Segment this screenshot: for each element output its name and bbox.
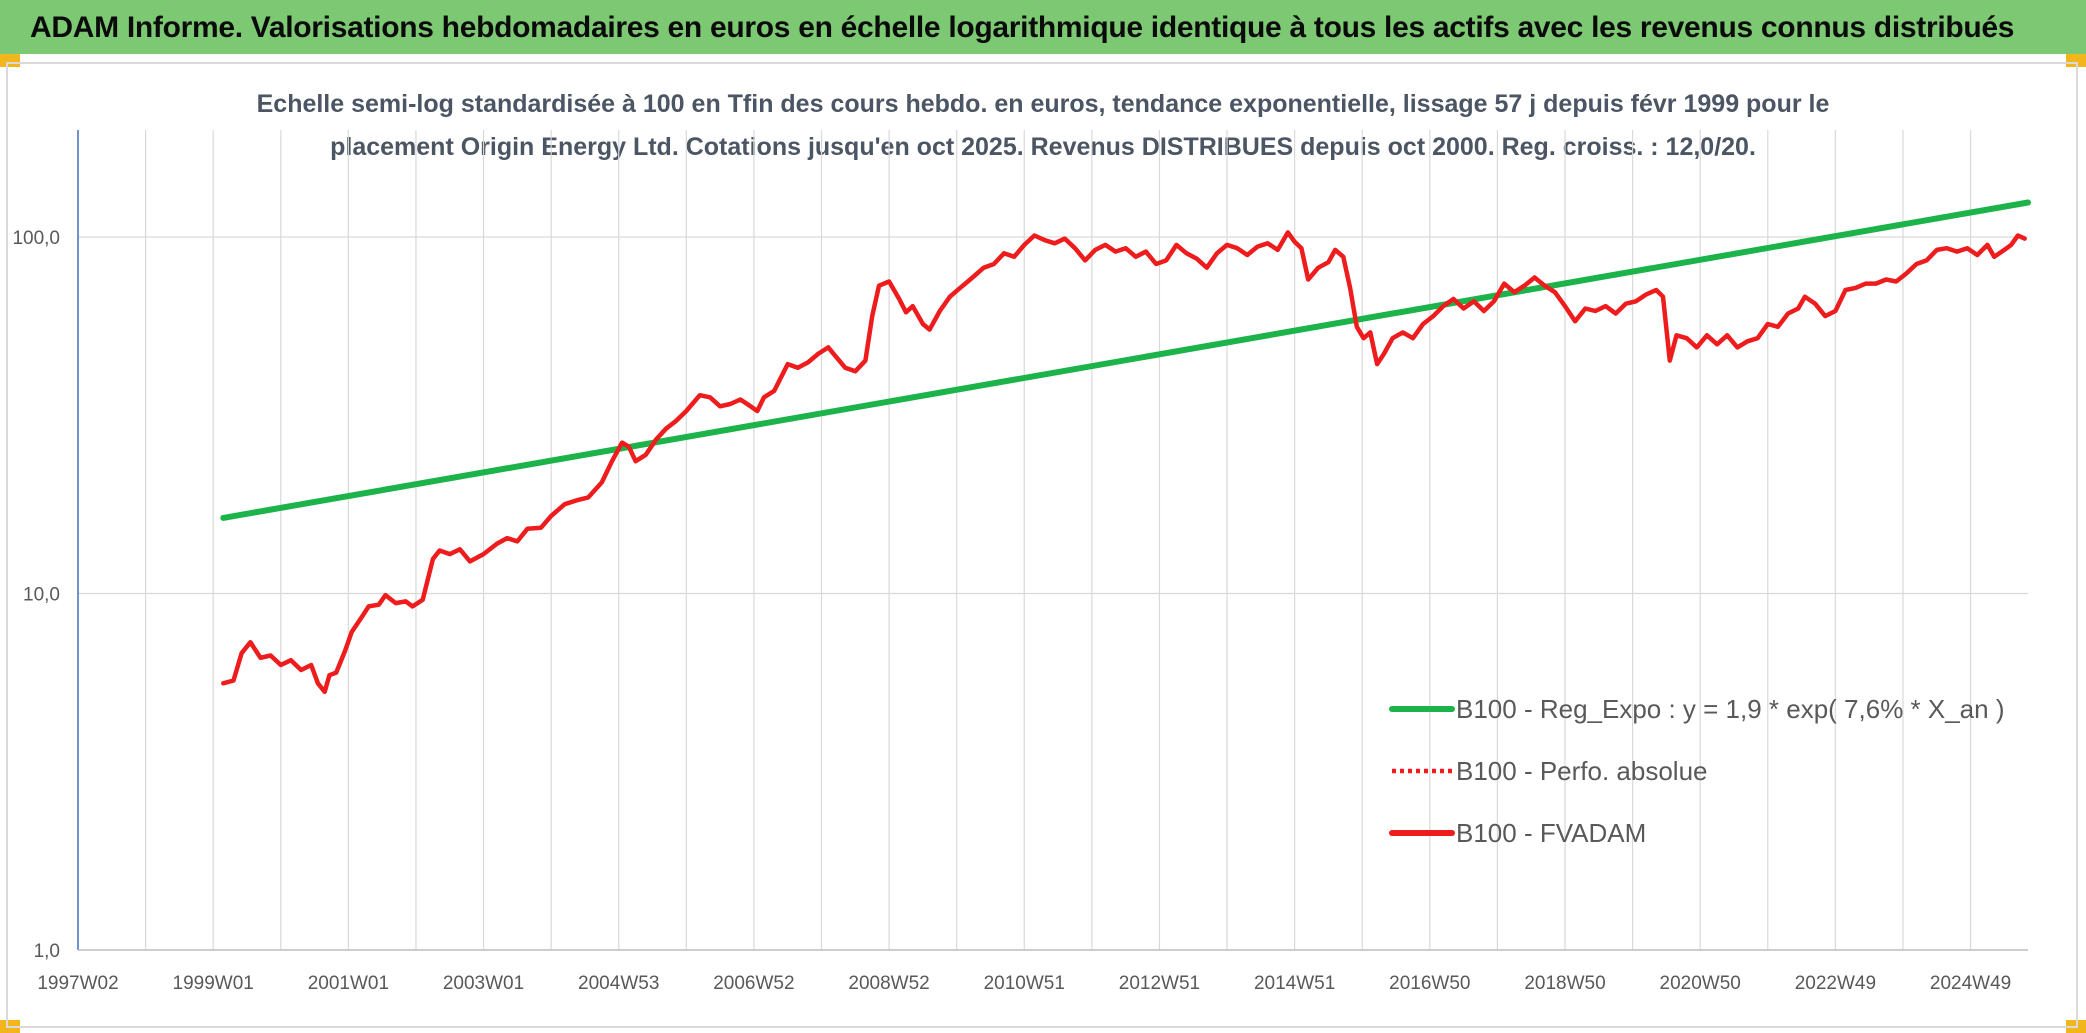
x-tick-label: 2008W52 bbox=[848, 973, 929, 994]
chart-subtitle-line-2: placement Origin Energy Ltd. Cotations j… bbox=[330, 133, 1756, 161]
chart-area-border bbox=[6, 62, 2078, 1028]
y-tick-label: 100,0 bbox=[12, 228, 60, 249]
x-tick-label: 2016W50 bbox=[1389, 973, 1470, 994]
x-tick-label: 1997W02 bbox=[37, 973, 118, 994]
x-tick-label: 2022W49 bbox=[1795, 973, 1876, 994]
x-tick-label: 2012W51 bbox=[1119, 973, 1200, 994]
regression-trend-line bbox=[220, 199, 2031, 521]
x-tick-label: 2001W01 bbox=[308, 973, 389, 994]
x-tick-label: 2010W51 bbox=[984, 973, 1065, 994]
series bbox=[220, 199, 2031, 695]
y-tick-label: 10,0 bbox=[23, 585, 60, 606]
x-tick-label: 2014W51 bbox=[1254, 973, 1335, 994]
x-tick-label: 2024W49 bbox=[1930, 973, 2011, 994]
x-tick-label: 2003W01 bbox=[443, 973, 524, 994]
x-tick-label: 2006W52 bbox=[713, 973, 794, 994]
x-tick-label: 2020W50 bbox=[1660, 973, 1741, 994]
legend-label: B100 - Reg_Expo : y = 1,9 * exp( 7,6% * … bbox=[1456, 694, 2005, 724]
legend-label: B100 - Perfo. absolue bbox=[1456, 756, 1708, 786]
report-title: ADAM Informe. Valorisations hebdomadaire… bbox=[30, 11, 2015, 44]
axes: 1,0 10,0 100,0 1997W02 1999W01 2001W01 2003W01… bbox=[12, 130, 2028, 994]
legend: B100 - Reg_Expo : y = 1,9 * exp( 7,6% * … bbox=[1389, 694, 2005, 848]
gridlines bbox=[77, 130, 2028, 951]
x-tick-label: 2004W53 bbox=[578, 973, 659, 994]
fvadam-series-line bbox=[221, 230, 2027, 695]
x-tick-label: 1999W01 bbox=[173, 973, 254, 994]
chart-subtitle-line-1: Echelle semi-log standardisée à 100 en T… bbox=[256, 90, 1830, 118]
header-bar: ADAM Informe. Valorisations hebdomadaire… bbox=[0, 0, 2086, 54]
y-tick-label: 1,0 bbox=[34, 941, 60, 962]
legend-label: B100 - FVADAM bbox=[1456, 818, 1646, 848]
x-tick-label: 2018W50 bbox=[1524, 973, 1605, 994]
